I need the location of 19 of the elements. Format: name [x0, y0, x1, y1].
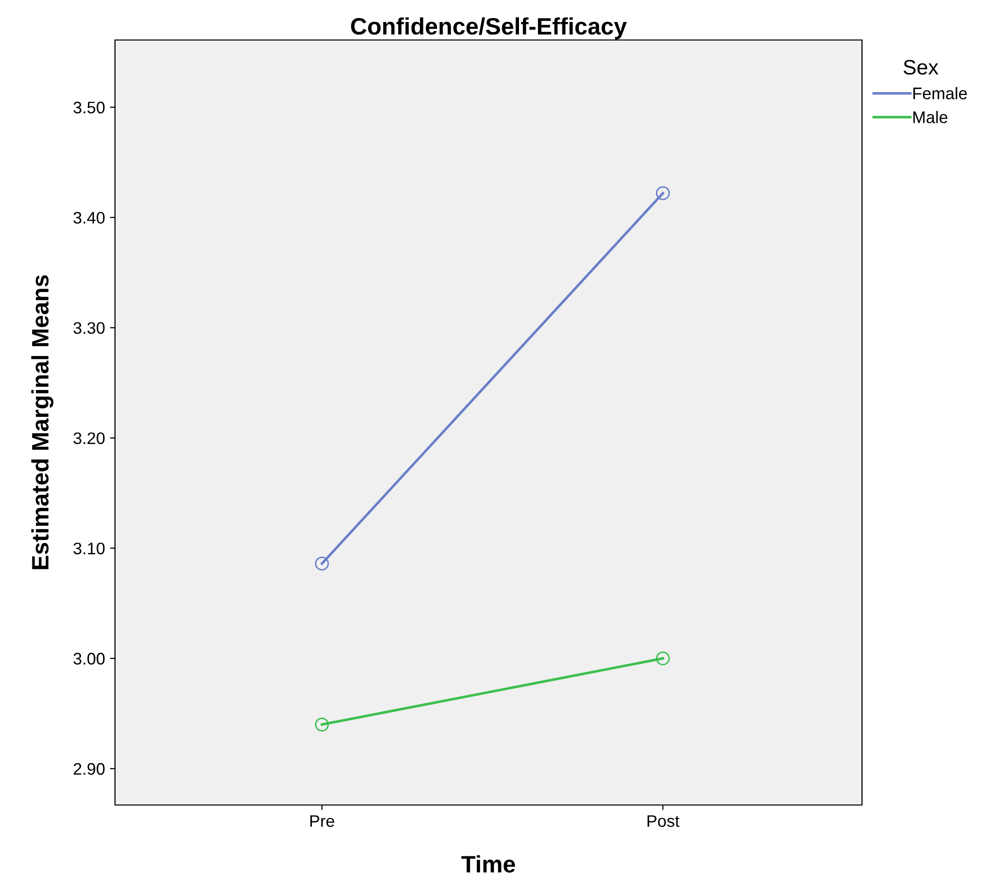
y-tick-label: 3.10	[73, 542, 105, 554]
point	[656, 186, 670, 200]
legend-label: Male	[913, 110, 948, 124]
point	[656, 651, 670, 666]
legend-label: Female	[913, 87, 967, 100]
y-tick-label: 3.40	[73, 212, 105, 224]
x-axis-title: Time	[461, 855, 516, 873]
y-tick-label: 2.90	[74, 763, 105, 775]
point	[315, 556, 329, 571]
x-tick-label: Pre	[310, 815, 334, 827]
y-tick-label: 3.00	[73, 652, 105, 665]
y-tick-label: 3.30	[73, 322, 105, 334]
legend-title: Sex	[904, 60, 938, 75]
chart-title: Confidence/Self-Efficacy	[351, 17, 627, 40]
y-tick-label: 3.20	[73, 432, 105, 444]
y-tick-label: 3.50	[73, 102, 105, 114]
point	[315, 718, 329, 732]
y-axis-title: Estimated Marginal Means	[31, 275, 54, 570]
x-tick-label: Post	[648, 815, 680, 827]
